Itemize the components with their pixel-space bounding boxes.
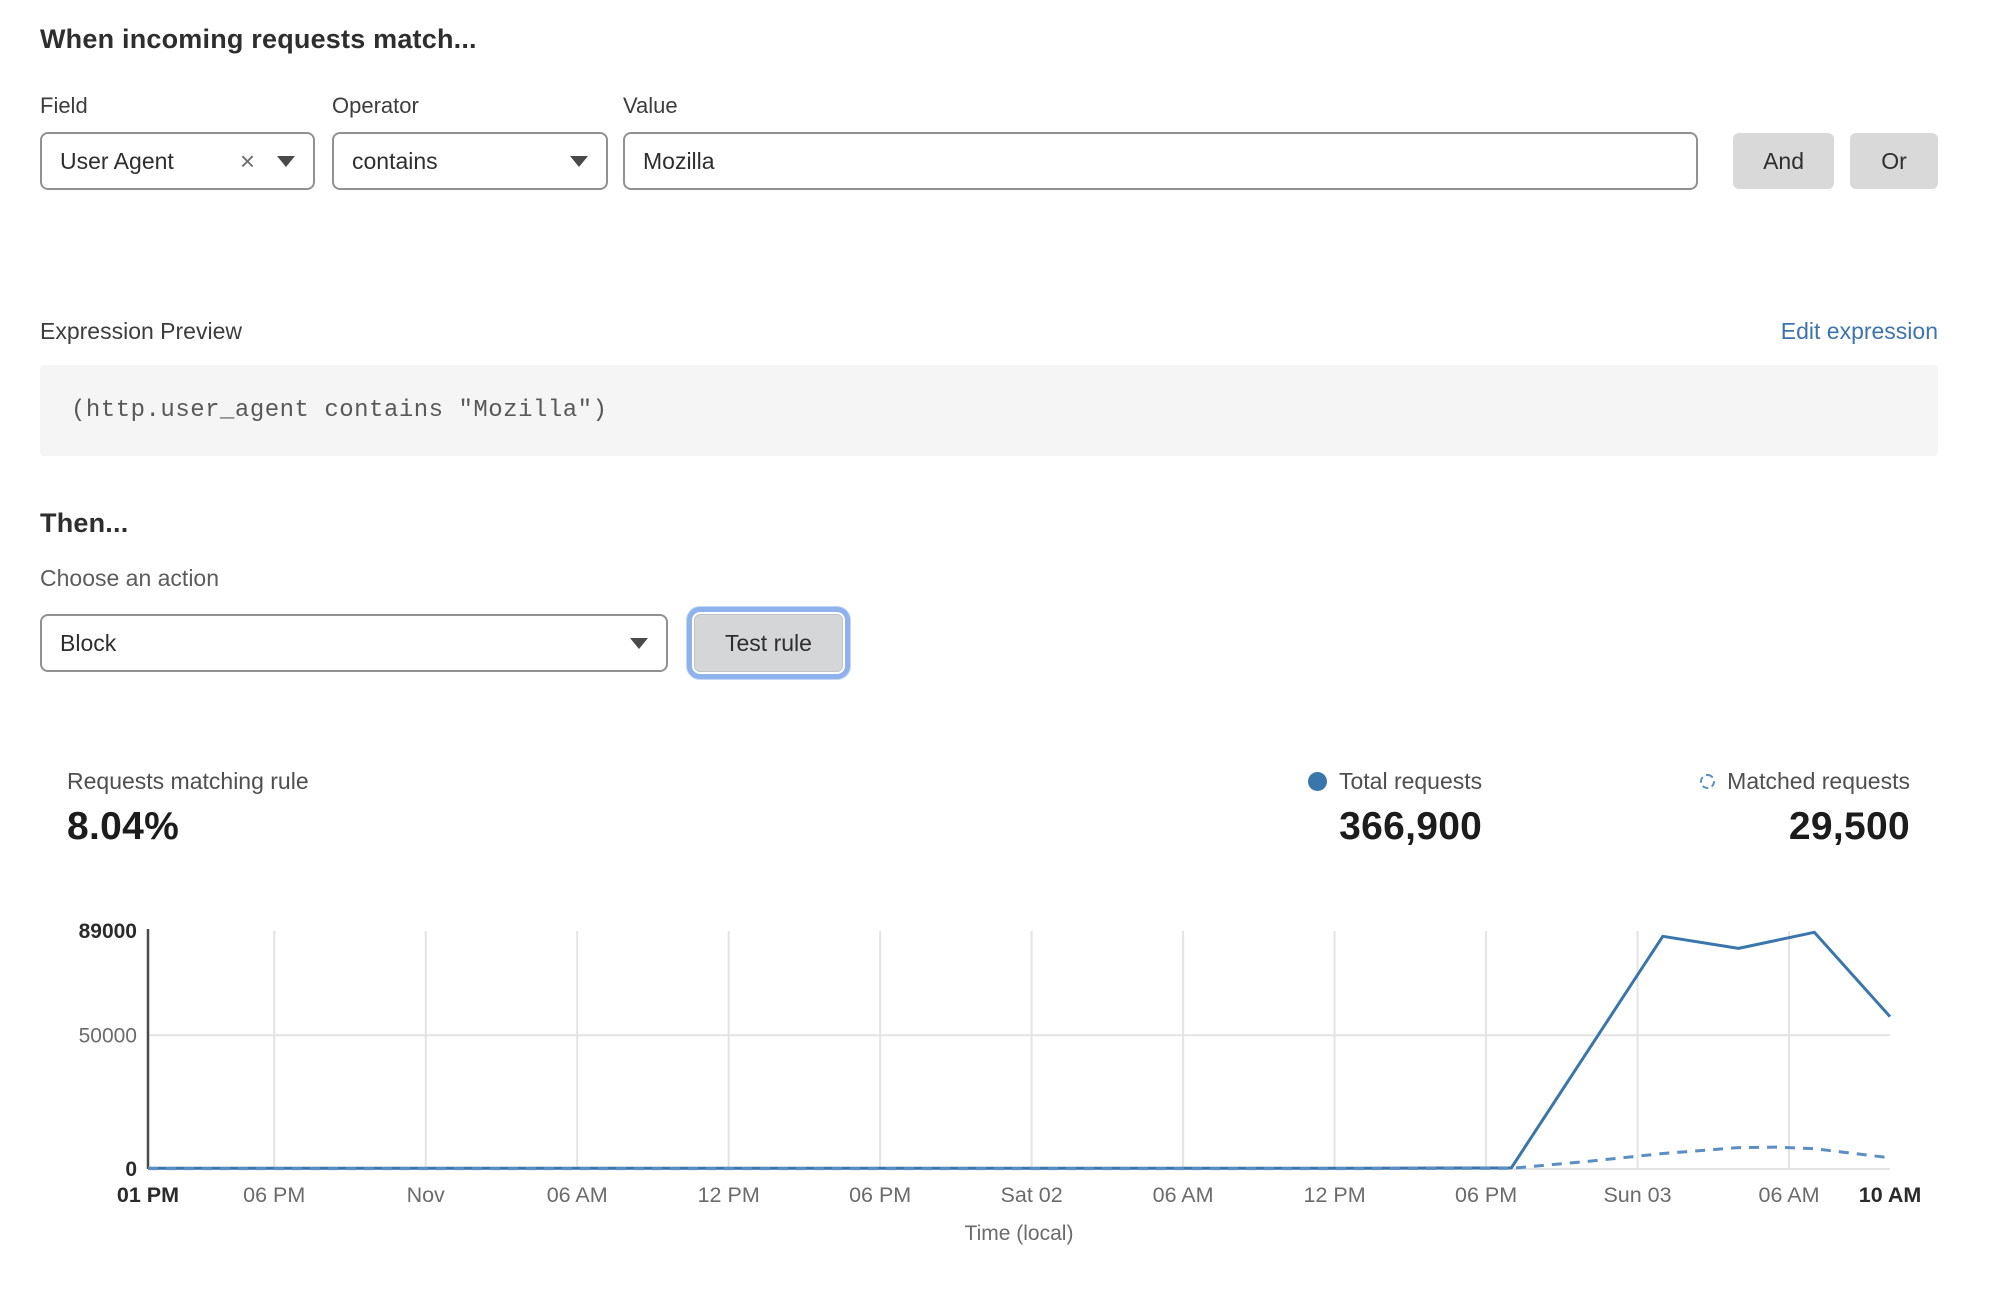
svg-text:Sun 03: Sun 03 bbox=[1603, 1183, 1671, 1207]
matched-requests-value: 29,500 bbox=[1788, 805, 1910, 848]
svg-text:12 PM: 12 PM bbox=[698, 1183, 760, 1207]
match-section-title: When incoming requests match... bbox=[40, 24, 477, 54]
action-select-value: Block bbox=[60, 629, 117, 656]
legend-matched-requests[interactable]: Matched requests 29,500 bbox=[1700, 768, 1910, 849]
total-requests-dot-icon bbox=[1307, 772, 1327, 791]
value-input[interactable] bbox=[623, 132, 1699, 190]
value-label: Value bbox=[623, 93, 678, 118]
and-button[interactable]: And bbox=[1733, 133, 1834, 189]
clear-icon[interactable]: × bbox=[239, 146, 255, 176]
total-requests-value: 366,900 bbox=[1339, 805, 1483, 848]
or-button[interactable]: Or bbox=[1850, 133, 1938, 189]
svg-text:06 AM: 06 AM bbox=[1759, 1183, 1820, 1207]
svg-text:10 AM: 10 AM bbox=[1859, 1183, 1922, 1207]
chevron-down-icon bbox=[630, 637, 648, 649]
requests-chart: 0 50000 89000 01 PM 06 PM Nov 06 AM 12 PM 06 PM S… bbox=[40, 901, 1938, 1251]
svg-text:06 AM: 06 AM bbox=[1153, 1183, 1214, 1207]
field-label: Field bbox=[40, 93, 88, 118]
svg-text:Time (local): Time (local) bbox=[965, 1222, 1074, 1245]
matched-requests-dashed-circle-icon bbox=[1700, 774, 1716, 789]
test-rule-button[interactable]: Test rule bbox=[694, 614, 843, 672]
action-row: Block Test rule bbox=[40, 614, 1938, 672]
matched-requests-label: Matched requests bbox=[1727, 768, 1910, 794]
field-select[interactable]: User Agent × bbox=[40, 132, 315, 190]
requests-matching-value: 8.04% bbox=[67, 805, 180, 848]
chevron-down-icon bbox=[570, 155, 588, 167]
operator-select[interactable]: contains bbox=[332, 132, 608, 190]
operator-label: Operator bbox=[332, 93, 419, 118]
then-section-title: Then... bbox=[40, 508, 129, 538]
requests-matching-label: Requests matching rule bbox=[67, 768, 309, 794]
svg-text:06 AM: 06 AM bbox=[547, 1183, 608, 1207]
chart-legend: Total requests 366,900 Matched requests … bbox=[1307, 768, 1938, 849]
requests-matching-stat: Requests matching rule 8.04% bbox=[67, 768, 309, 849]
svg-text:Nov: Nov bbox=[407, 1183, 445, 1207]
expression-preview-box: (http.user_agent contains "Mozilla") bbox=[40, 365, 1938, 456]
svg-text:Sat 02: Sat 02 bbox=[1001, 1183, 1063, 1207]
expression-header: Expression Preview Edit expression bbox=[40, 318, 1938, 345]
rule-condition-row: Field User Agent × Operator contains Val… bbox=[40, 93, 1938, 190]
legend-total-requests[interactable]: Total requests 366,900 bbox=[1307, 768, 1483, 849]
operator-select-value: contains bbox=[352, 147, 438, 174]
svg-text:50000: 50000 bbox=[79, 1024, 137, 1047]
svg-text:01 PM: 01 PM bbox=[117, 1183, 179, 1207]
svg-text:06 PM: 06 PM bbox=[1455, 1183, 1517, 1207]
choose-action-label: Choose an action bbox=[40, 565, 220, 591]
svg-text:06 PM: 06 PM bbox=[243, 1183, 305, 1207]
svg-text:89000: 89000 bbox=[79, 920, 137, 943]
field-select-value: User Agent bbox=[60, 147, 174, 174]
action-select[interactable]: Block bbox=[40, 614, 668, 672]
requests-chart-svg: 0 50000 89000 01 PM 06 PM Nov 06 AM 12 PM 06 PM S… bbox=[79, 920, 1922, 1245]
svg-text:0: 0 bbox=[125, 1158, 137, 1181]
svg-text:12 PM: 12 PM bbox=[1304, 1183, 1366, 1207]
chevron-down-icon bbox=[277, 155, 295, 167]
edit-expression-link[interactable]: Edit expression bbox=[1780, 318, 1938, 344]
stats-row: Requests matching rule 8.04% Total reque… bbox=[40, 768, 1938, 849]
expression-preview-label: Expression Preview bbox=[40, 318, 242, 344]
svg-text:06 PM: 06 PM bbox=[849, 1183, 911, 1207]
expression-code: (http.user_agent contains "Mozilla") bbox=[71, 397, 608, 424]
total-requests-label: Total requests bbox=[1338, 768, 1483, 794]
